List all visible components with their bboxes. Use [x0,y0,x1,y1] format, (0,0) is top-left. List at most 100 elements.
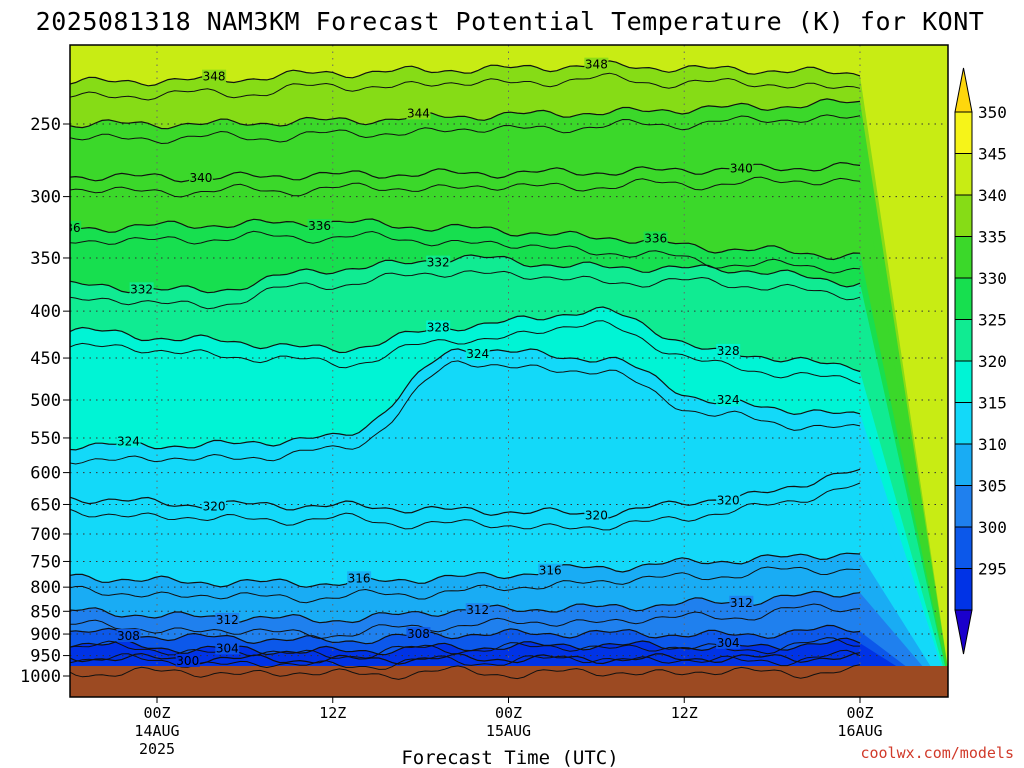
contour-label-bg [729,595,754,609]
terrain-below-ground [70,666,948,697]
isentrope-300 [70,652,861,665]
isentrope-332 [70,254,861,294]
contour-label-bg [716,635,741,649]
contour-label: 324 [717,393,740,407]
contour-label-bg [188,171,213,185]
contour-label: 312 [466,603,489,617]
colorbar-box [954,402,973,445]
isentrope-312 [70,590,861,624]
contour-label: 344 [407,106,430,120]
contour-label: 340 [730,162,753,176]
contour-label: 308 [407,627,430,641]
colorbar-label: 335 [978,228,1007,247]
y-tick-label: 250 [30,115,61,135]
colorbar-label: 340 [978,186,1007,205]
colorbar-label: 310 [978,435,1007,454]
colorbar-box [954,194,973,237]
isentrope-348 [70,60,861,87]
contour-label: 328 [427,321,450,335]
contour-label-bg [716,393,741,407]
y-tick-label: 800 [30,578,61,598]
isentrope-308-minor [70,637,860,659]
colorbar-box [954,277,973,320]
contour-label-bg [538,563,563,577]
contour-label-bg [716,493,741,507]
contour-label: 324 [117,434,140,448]
isentrope-336 [70,218,861,261]
contour-label-bg [465,603,490,617]
colorbar-box [954,443,973,486]
colorbar-box [954,568,973,611]
colorbar-label: 350 [978,103,1007,122]
contour-labels: 348 348 344 340 340 336 336 336 332 332 328 328 324 3… [70,57,754,668]
contour-label-bg [307,219,332,233]
y-tick-label: 550 [30,429,61,449]
contour-label-bg [116,434,141,448]
plot-area: 348 348 344 340 340 336 336 336 332 332 328 328 324 3… [70,45,948,697]
colorbar-box [954,526,973,569]
credit-text: coolwx.com/models [860,744,1014,762]
isentrope-320-minor [70,482,861,531]
isentrope-316 [70,552,861,588]
x-axis-label: Forecast Time (UTC) [401,747,618,768]
contour-label: 328 [717,344,740,358]
x-tick-label: 2025 [139,740,175,758]
y-tick-label: 1000 [20,667,61,687]
contour-label: 320 [585,509,608,523]
contour-label-bg [426,320,451,334]
contour-label-bg [584,508,609,522]
contour-label: 336 [308,219,331,233]
colorbar-label: 295 [978,560,1007,579]
colorbar-label: 330 [978,269,1007,288]
contour-label-bg [465,347,490,361]
isentrope-336-minor [70,230,861,274]
colorbar-label: 345 [978,145,1007,164]
x-tick-label: 12Z [671,704,698,722]
isentrope-328-minor [70,320,861,385]
contour-label-bg [202,69,227,83]
contour-label: 320 [717,494,740,508]
colorbar-label: 305 [978,477,1007,496]
isentrope-300-minor [70,664,861,680]
y-tick-label: 650 [30,495,61,515]
y-tick-label: 350 [30,249,61,269]
isentrope-312-minor [70,603,861,640]
y-tick-label: 850 [30,602,61,622]
contour-label: 336 [644,232,667,246]
colorbar-label: 300 [978,518,1007,537]
contour-label-bg [129,282,154,296]
contour-label-bg [347,571,372,585]
colorbar-box [954,485,973,528]
isentrope-344-minor [70,114,861,145]
contour-label: 316 [539,564,562,578]
contour-label: 324 [466,347,489,361]
colorbar-box [954,153,973,196]
colorbar-box [954,236,973,279]
y-tick-label: 300 [30,188,61,208]
y-axis-ticks: 250 300 350 400 450 500 550 600 650 700 750 800 850 9… [20,115,70,687]
isentrope-316-minor [70,566,861,604]
contour-label-bg [215,641,240,655]
contour-label-bg [643,231,668,245]
chart-title: 2025081318 NAM3KM Forecast Potential Tem… [36,7,985,36]
contour-label-bg [406,106,431,120]
contour-label-bg [202,499,227,513]
y-tick-label: 500 [30,391,61,411]
contour-label: 316 [348,571,371,585]
colorbar-box [954,111,973,154]
y-tick-label: 600 [30,464,61,484]
isentrope-304-minor [70,649,861,670]
contour-label-bg [215,612,240,626]
contour-label: 312 [730,596,753,610]
contour-label: 304 [717,636,740,650]
contour-label: 308 [117,629,140,643]
x-tick-label: 00Z [495,704,522,722]
contour-label-bg [175,653,200,667]
contour-label: 312 [216,613,239,627]
y-tick-label: 750 [30,552,61,572]
contour-label: 320 [203,500,226,514]
y-tick-label: 900 [30,625,61,645]
y-tick-label: 950 [30,647,61,667]
